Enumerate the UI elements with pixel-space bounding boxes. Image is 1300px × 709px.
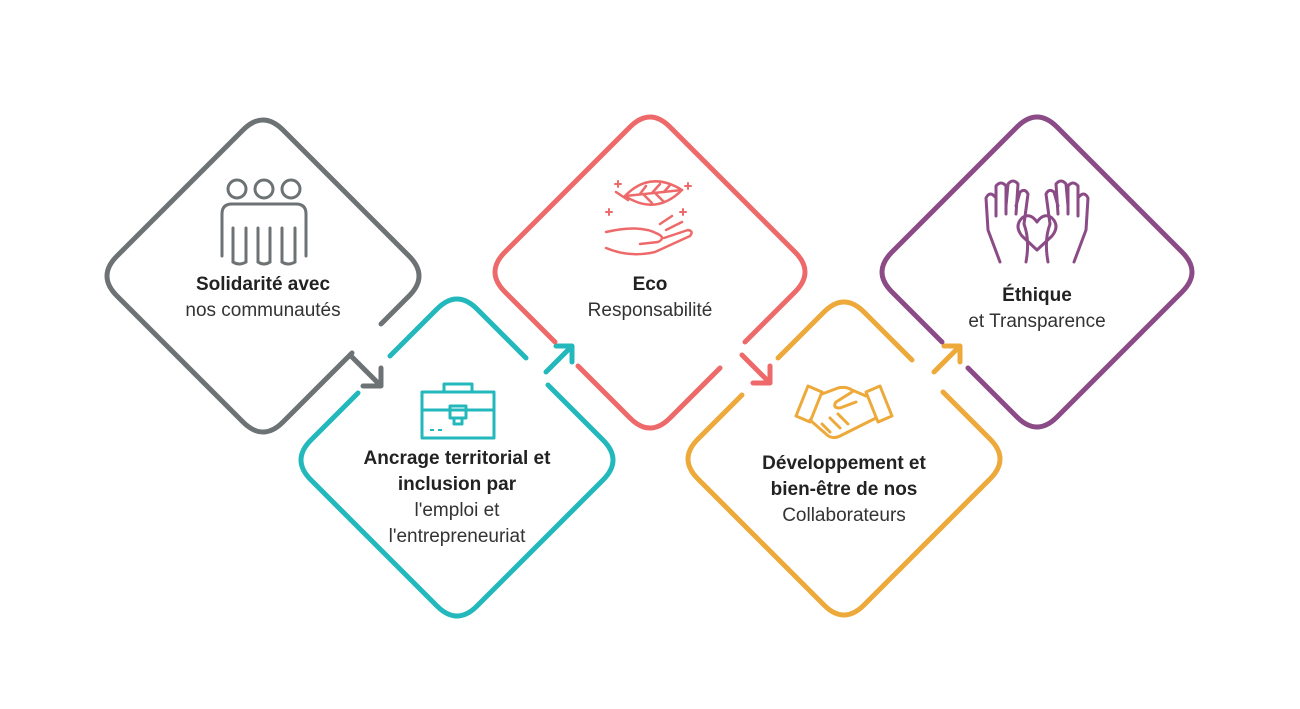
briefcase-icon xyxy=(420,382,496,440)
label-eco: Eco Responsabilité xyxy=(530,272,770,324)
diamond-developpement xyxy=(685,299,1003,618)
handshake-icon xyxy=(794,384,894,440)
label-developpement: Développement et bien-être de nos Collab… xyxy=(724,451,964,529)
diamond-ancrage xyxy=(298,296,616,619)
subtitle-solidarite: nos communautés xyxy=(185,300,341,321)
subtitle-developpement: Collaborateurs xyxy=(782,505,906,526)
label-ancrage: Ancrage territorial et inclusion par l'e… xyxy=(337,446,577,550)
diamond-ethique xyxy=(879,114,1195,430)
title-developpement: Développement et bien-être de nos xyxy=(762,453,926,500)
label-ethique: Éthique et Transparence xyxy=(917,283,1157,335)
title-solidarite: Solidarité avec xyxy=(195,274,331,295)
subtitle-eco: Responsabilité xyxy=(587,300,713,321)
people-icon xyxy=(220,178,308,266)
arrow-down-right-icon xyxy=(739,352,773,386)
arrow-down-right-icon xyxy=(347,352,384,389)
diamond-solidarite xyxy=(104,117,422,435)
arrow-up-right-icon xyxy=(931,343,963,375)
title-ethique: Éthique xyxy=(1002,285,1072,306)
subtitle-ethique: et Transparence xyxy=(968,311,1106,332)
arrow-up-right-icon xyxy=(543,343,575,375)
leaf-hand-icon xyxy=(604,180,693,256)
diamond-eco xyxy=(492,114,808,431)
subtitle-ancrage: l'emploi et l'entrepreneuriat xyxy=(388,500,526,547)
title-eco: Eco xyxy=(632,274,668,295)
title-ancrage: Ancrage territorial et inclusion par xyxy=(363,448,551,495)
hands-heart-icon xyxy=(984,179,1090,264)
label-solidarite: Solidarité avec nos communautés xyxy=(143,272,383,324)
